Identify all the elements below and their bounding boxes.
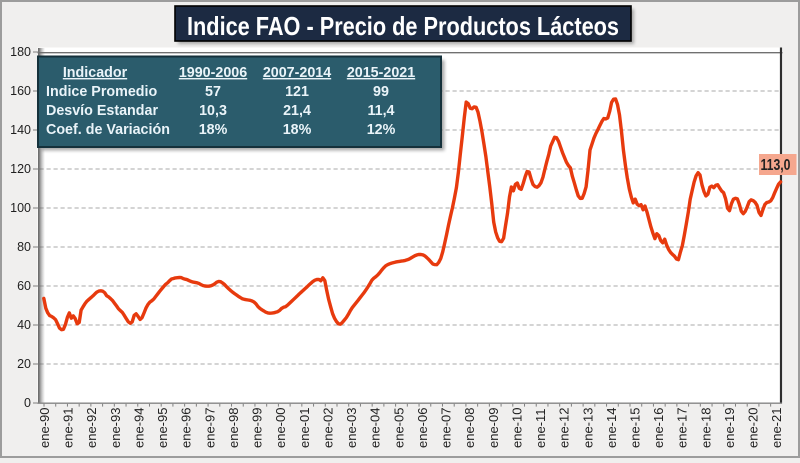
svg-text:140: 140 (10, 123, 31, 137)
svg-text:2015-2021: 2015-2021 (347, 65, 415, 81)
svg-text:Desvío Estandar: Desvío Estandar (46, 103, 158, 119)
svg-text:113,0: 113,0 (761, 157, 791, 174)
svg-text:ene-19: ene-19 (722, 408, 737, 448)
svg-text:ene-20: ene-20 (746, 408, 761, 448)
svg-text:ene-07: ene-07 (439, 408, 454, 448)
svg-text:ene-18: ene-18 (698, 408, 713, 448)
svg-text:ene-14: ene-14 (604, 408, 619, 448)
svg-text:Indice FAO - Precio de Product: Indice FAO - Precio de Productos Lácteos (187, 11, 619, 41)
svg-text:ene-08: ene-08 (462, 408, 477, 448)
svg-text:0: 0 (24, 396, 31, 410)
svg-text:11,4: 11,4 (367, 103, 394, 119)
svg-text:ene-91: ene-91 (61, 408, 76, 448)
svg-text:ene-90: ene-90 (37, 408, 52, 448)
svg-text:ene-09: ene-09 (486, 408, 501, 448)
svg-text:ene-97: ene-97 (202, 408, 217, 448)
svg-text:ene-93: ene-93 (108, 408, 123, 448)
svg-text:20: 20 (17, 357, 31, 371)
svg-text:121: 121 (285, 84, 309, 100)
svg-text:ene-01: ene-01 (297, 408, 312, 448)
svg-text:ene-12: ene-12 (557, 408, 572, 448)
svg-text:ene-10: ene-10 (509, 408, 524, 448)
svg-text:18%: 18% (283, 122, 312, 138)
svg-text:2007-2014: 2007-2014 (263, 65, 331, 81)
svg-text:12%: 12% (367, 122, 396, 138)
svg-text:18%: 18% (199, 122, 228, 138)
svg-text:100: 100 (10, 201, 31, 215)
svg-text:ene-96: ene-96 (179, 408, 194, 448)
svg-text:21,4: 21,4 (283, 103, 311, 119)
svg-text:ene-94: ene-94 (132, 408, 147, 448)
svg-text:57: 57 (205, 84, 221, 100)
svg-text:40: 40 (17, 318, 31, 332)
svg-text:120: 120 (10, 162, 31, 176)
svg-text:ene-92: ene-92 (84, 408, 99, 448)
svg-text:160: 160 (10, 84, 31, 98)
svg-text:ene-99: ene-99 (250, 408, 265, 448)
svg-text:ene-17: ene-17 (675, 408, 690, 448)
svg-text:180: 180 (10, 45, 31, 59)
svg-text:ene-13: ene-13 (580, 408, 595, 448)
svg-text:10,3: 10,3 (199, 103, 227, 119)
svg-text:Indicador: Indicador (63, 65, 128, 81)
svg-text:ene-21: ene-21 (769, 408, 784, 448)
svg-text:80: 80 (17, 240, 31, 254)
svg-text:Coef. de Variación: Coef. de Variación (46, 122, 170, 138)
svg-text:1990-2006: 1990-2006 (179, 65, 247, 81)
svg-text:ene-03: ene-03 (344, 408, 359, 448)
svg-text:ene-04: ene-04 (368, 408, 383, 448)
svg-text:ene-16: ene-16 (651, 408, 666, 448)
svg-text:60: 60 (17, 279, 31, 293)
svg-text:ene-15: ene-15 (628, 408, 643, 448)
svg-text:99: 99 (373, 84, 389, 100)
svg-text:ene-05: ene-05 (391, 408, 406, 448)
svg-text:ene-02: ene-02 (320, 408, 335, 448)
svg-text:Indice Promedio: Indice Promedio (46, 84, 157, 100)
svg-text:ene-00: ene-00 (273, 408, 288, 448)
svg-text:ene-11: ene-11 (533, 408, 548, 448)
svg-text:ene-06: ene-06 (415, 408, 430, 448)
svg-text:ene-98: ene-98 (226, 408, 241, 448)
svg-text:ene-95: ene-95 (155, 408, 170, 448)
